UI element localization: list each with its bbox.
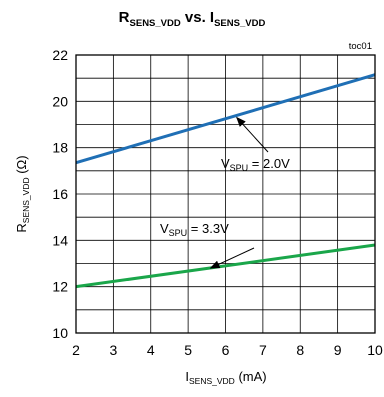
y-tick-label: 22 xyxy=(52,47,68,63)
plot-frame xyxy=(75,54,376,334)
title-vs-subscript: SENS_VDD xyxy=(214,18,265,29)
tick-labels: 2 3 4 5 6 7 8 9 10 10 12 14 16 18 20 22 xyxy=(52,47,383,358)
x-tick-label: 8 xyxy=(296,342,304,358)
x-tick-label: 5 xyxy=(184,342,192,358)
y-axis-label-main: R xyxy=(14,223,29,232)
annotation-main: V xyxy=(160,221,169,236)
series-annotation-label: VSPU = 3.3V xyxy=(160,221,229,238)
y-tick-label: 20 xyxy=(52,93,68,109)
y-axis-label: RSENS_VDD (Ω) xyxy=(14,155,31,232)
x-tick-label: 10 xyxy=(367,342,383,358)
annotation-arrow xyxy=(236,116,269,153)
series-annotation-label: VSPU = 2.0V xyxy=(221,156,290,173)
x-tick-label: 7 xyxy=(259,342,267,358)
y-tick-label: 16 xyxy=(52,186,68,202)
x-tick-label: 4 xyxy=(147,342,155,358)
annotation-subscript: SPU xyxy=(169,228,188,238)
series-line-1 xyxy=(75,73,376,165)
y-axis-label-unit: (Ω) xyxy=(14,155,29,177)
figure-tag: toc01 xyxy=(349,41,372,52)
series-line-2 xyxy=(75,243,376,289)
x-tick-label: 6 xyxy=(222,342,230,358)
y-tick-label: 18 xyxy=(52,140,68,156)
x-tick-label: 3 xyxy=(109,342,117,358)
annotation-main: V xyxy=(221,156,230,171)
title-vs: vs. I xyxy=(181,9,214,26)
y-tick-label: 12 xyxy=(52,279,68,295)
x-tick-label: 9 xyxy=(334,342,342,358)
title-main-subscript: SENS_VDD xyxy=(130,18,181,29)
x-axis-label: ISENS_VDD (mA) xyxy=(185,369,266,386)
x-tick-label: 2 xyxy=(72,342,80,358)
title-main: R xyxy=(119,9,130,26)
annotation-rest: = 2.0V xyxy=(248,156,290,171)
x-axis-label-subscript: SENS_VDD xyxy=(189,376,235,386)
y-tick-label: 10 xyxy=(52,325,68,341)
x-axis-label-main: I xyxy=(185,369,189,384)
annotation-subscript: SPU xyxy=(230,163,249,173)
x-axis-label-unit: (mA) xyxy=(235,369,267,384)
y-tick-label: 14 xyxy=(52,232,68,248)
annotation-rest: = 3.3V xyxy=(187,221,229,236)
chart-title: RSENS_VDD vs. ISENS_VDD xyxy=(119,9,266,29)
annotation-arrow xyxy=(209,247,255,269)
y-axis-label-subscript: SENS_VDD xyxy=(21,177,31,223)
series-layer xyxy=(75,73,376,289)
grid xyxy=(76,55,375,333)
